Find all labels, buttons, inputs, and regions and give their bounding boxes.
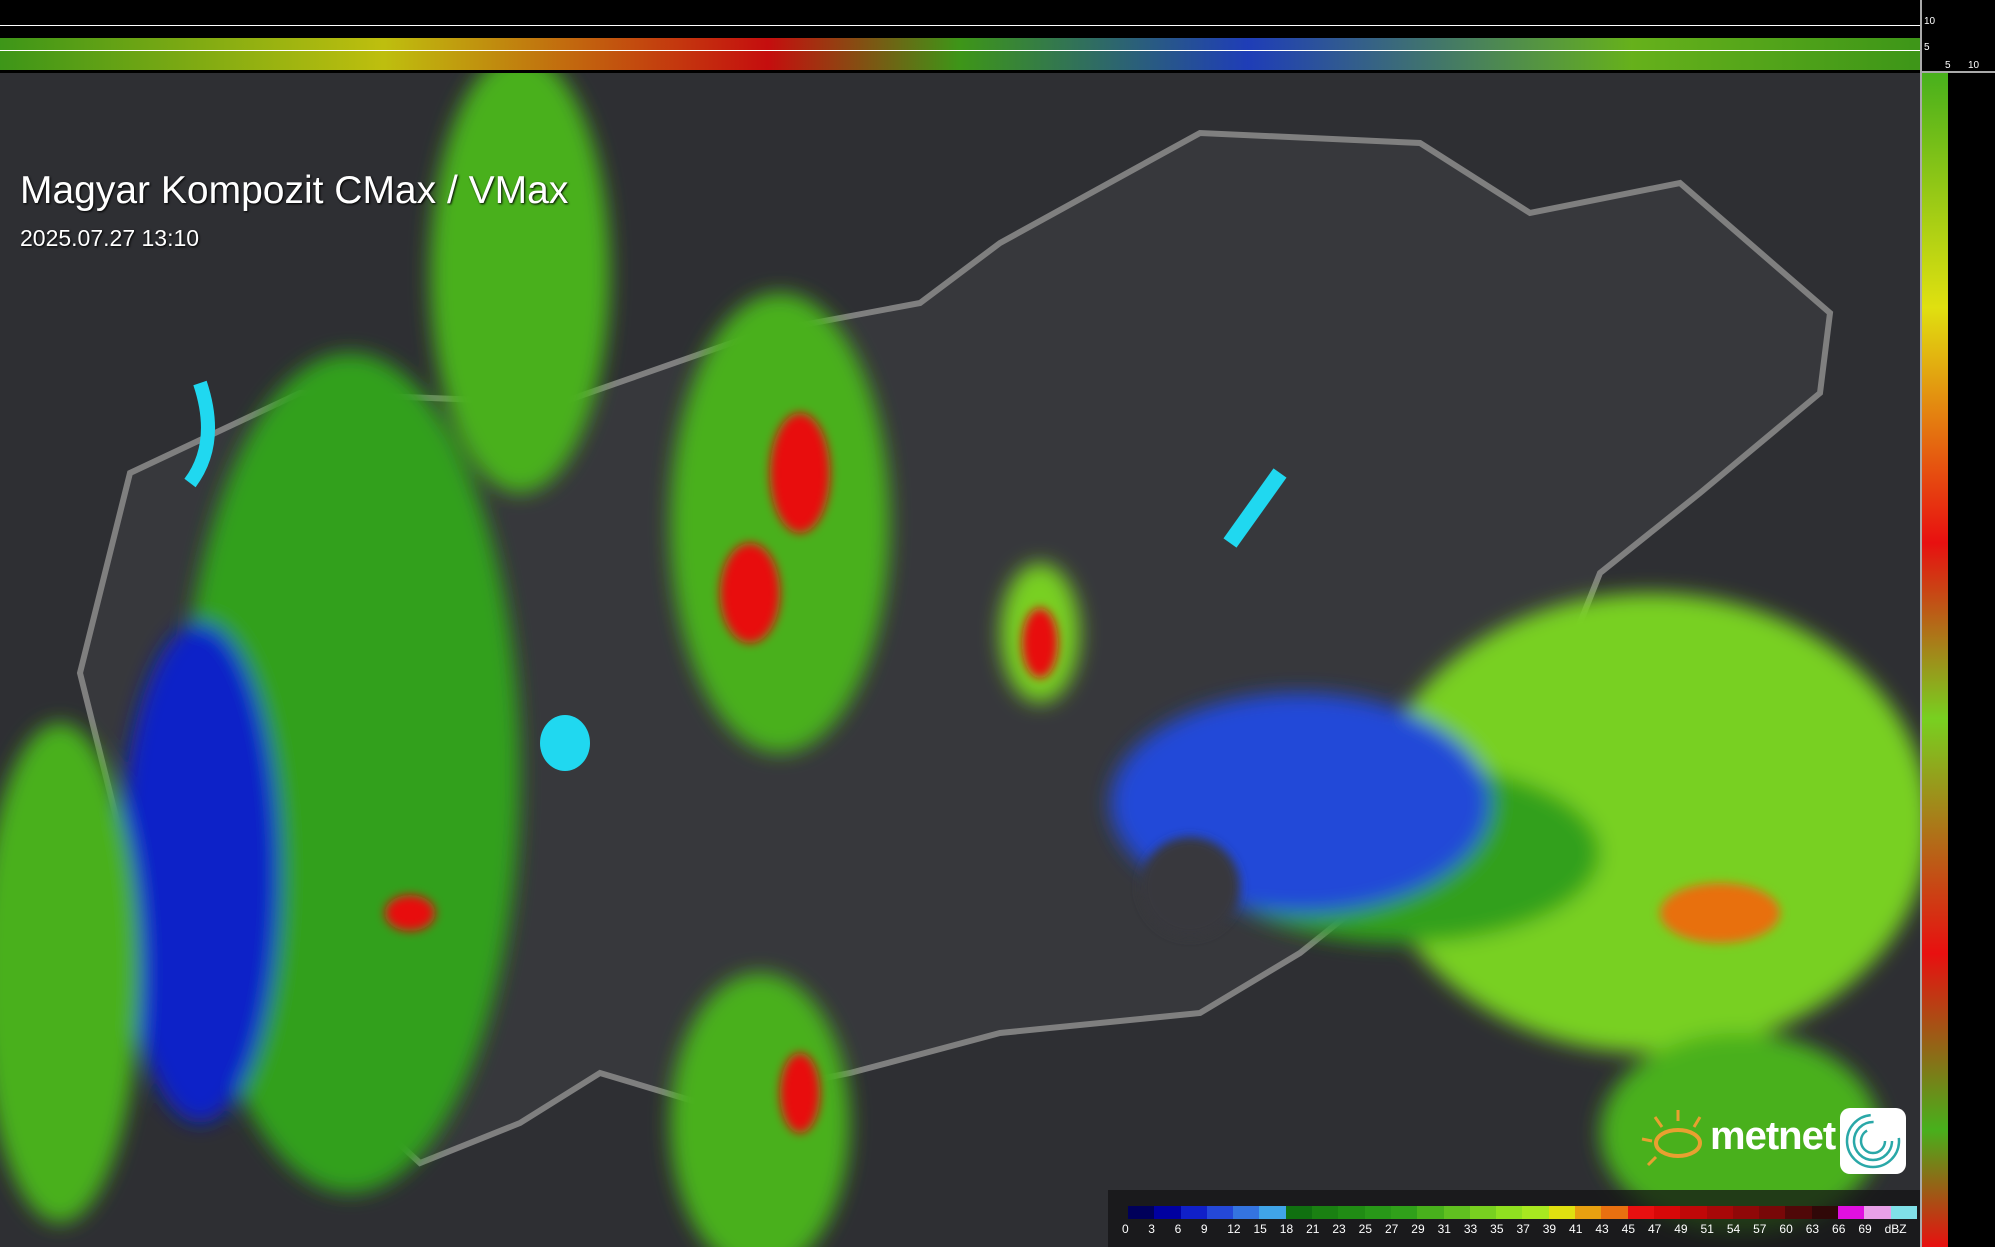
metnet-swirl-icon <box>1840 1108 1906 1174</box>
legend-swatch <box>1364 1206 1391 1219</box>
legend-swatch <box>1732 1206 1760 1219</box>
right-axis-tick: 5 <box>1945 60 1951 71</box>
metnet-logo: metnet <box>1640 1100 1910 1180</box>
legend-swatch <box>1390 1206 1418 1219</box>
logo-text: metnet <box>1710 1114 1836 1158</box>
legend-label: 66 <box>1832 1222 1846 1236</box>
legend-label: 18 <box>1279 1222 1294 1236</box>
legend-swatch <box>1443 1206 1470 1219</box>
legend-label: 37 <box>1516 1222 1530 1236</box>
map-timestamp: 2025.07.27 13:10 <box>20 225 200 251</box>
legend-swatch <box>1154 1206 1181 1219</box>
legend-label: 54 <box>1726 1222 1741 1236</box>
legend-swatch <box>1417 1206 1444 1219</box>
legend-swatch <box>1285 1206 1313 1219</box>
legend-label: 25 <box>1358 1222 1373 1236</box>
legend-swatch <box>1548 1206 1576 1219</box>
legend-swatch <box>1575 1206 1602 1219</box>
top-vertical-profile <box>0 0 1920 73</box>
top-axis-tick: 10 <box>1924 16 1936 27</box>
legend-label: 39 <box>1542 1222 1557 1236</box>
legend-swatch <box>1811 1206 1839 1219</box>
legend-label: 47 <box>1647 1222 1662 1236</box>
legend-label: 21 <box>1306 1222 1320 1236</box>
legend-label: 31 <box>1437 1222 1451 1236</box>
legend-label: 27 <box>1384 1222 1399 1236</box>
legend-label: 41 <box>1569 1222 1583 1236</box>
legend-swatch <box>1233 1206 1260 1219</box>
precipitation-echoes <box>0 73 1920 1247</box>
legend-swatch <box>1601 1206 1628 1219</box>
legend-swatch <box>1680 1206 1707 1219</box>
legend-label: 0 <box>1122 1222 1129 1236</box>
legend-swatch <box>1785 1206 1812 1219</box>
legend-label: 49 <box>1674 1222 1688 1236</box>
legend-swatch <box>1838 1206 1865 1219</box>
right-vertical-profile: 10 5 5 10 <box>1920 0 1995 1247</box>
legend-label: 35 <box>1490 1222 1504 1236</box>
legend-unit: dBZ <box>1884 1222 1907 1236</box>
legend-label: 51 <box>1700 1222 1714 1236</box>
legend-label: 33 <box>1463 1222 1478 1236</box>
legend-label: 3 <box>1148 1222 1155 1236</box>
right-axis-tick: 10 <box>1968 60 1980 71</box>
legend-label: 12 <box>1227 1222 1241 1236</box>
legend-label: 23 <box>1332 1222 1346 1236</box>
legend-swatch <box>1312 1206 1339 1219</box>
sun-logo-icon <box>1641 1110 1702 1167</box>
legend-label: 63 <box>1805 1222 1820 1236</box>
legend-swatch <box>1469 1206 1497 1219</box>
legend-swatch <box>1627 1206 1654 1219</box>
legend-swatch <box>1864 1206 1891 1219</box>
legend-swatch <box>1759 1206 1786 1219</box>
legend-label: 43 <box>1595 1222 1609 1236</box>
dbz-color-legend: 0 3 6 9 12 15 18 21 23 25 27 29 31 33 35 37 39 41 43 45 47 49… <box>1108 1190 1920 1247</box>
legend-swatch <box>1128 1206 1155 1219</box>
legend-swatch <box>1259 1206 1286 1219</box>
radar-layer <box>0 73 1920 1247</box>
legend-swatch <box>1522 1206 1549 1219</box>
legend-swatch <box>1706 1206 1733 1219</box>
legend-label: 57 <box>1753 1222 1767 1236</box>
legend-label: 29 <box>1411 1222 1425 1236</box>
legend-label: 15 <box>1253 1222 1267 1236</box>
legend-swatch <box>1890 1206 1917 1219</box>
legend-label: 60 <box>1779 1222 1793 1236</box>
radar-map[interactable]: Magyar Kompozit CMax / VMax 2025.07.27 1… <box>0 73 1920 1247</box>
legend-label: 45 <box>1621 1222 1635 1236</box>
legend-swatch <box>1180 1206 1207 1219</box>
legend-label: 9 <box>1200 1222 1208 1236</box>
legend-swatch <box>1338 1206 1365 1219</box>
legend-swatch <box>1653 1206 1681 1219</box>
map-title: Magyar Kompozit CMax / VMax <box>20 169 569 212</box>
top-axis-tick: 5 <box>1924 42 1930 53</box>
legend-label: 69 <box>1858 1222 1872 1236</box>
legend-swatch <box>1206 1206 1234 1219</box>
legend-label: 6 <box>1174 1222 1182 1236</box>
legend-swatch <box>1496 1206 1523 1219</box>
